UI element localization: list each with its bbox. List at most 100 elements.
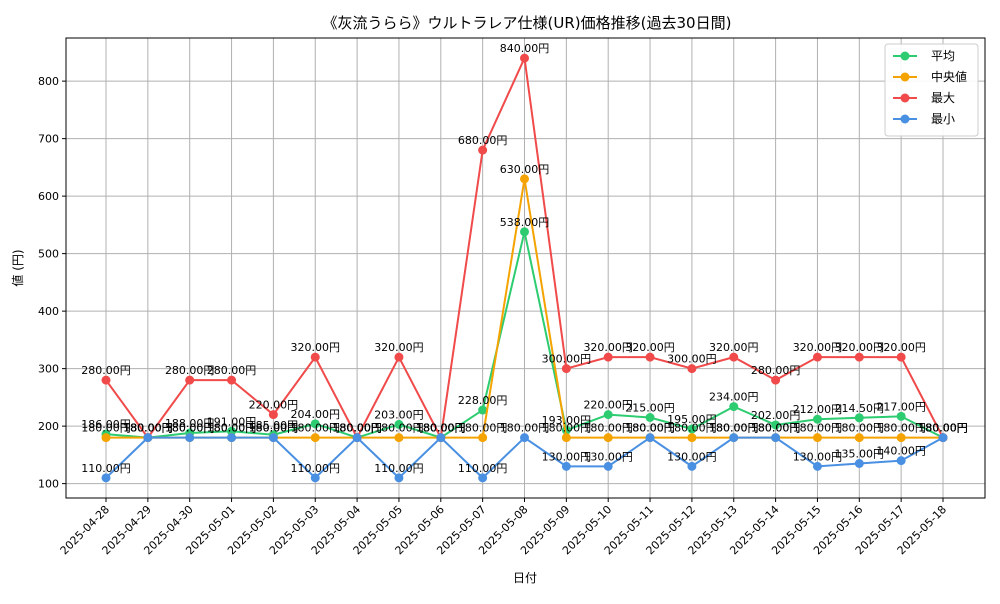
data-point [896, 411, 906, 421]
data-label: 186.00円 [81, 418, 131, 431]
y-tick-label: 200 [38, 420, 59, 433]
data-label: 320.00円 [291, 341, 341, 354]
data-point [101, 433, 111, 443]
data-point [938, 433, 948, 443]
legend-label: 中央値 [931, 69, 967, 84]
data-point [478, 473, 488, 483]
data-label: 320.00円 [625, 341, 675, 354]
data-point [603, 352, 613, 362]
data-point [771, 420, 781, 430]
data-label: 320.00円 [709, 341, 759, 354]
data-point [771, 375, 781, 385]
y-axis-label: 値 (円) [10, 249, 25, 286]
data-label: 180.00円 [542, 422, 592, 435]
data-label: 188.00円 [165, 417, 215, 430]
legend-label: 最小 [931, 112, 955, 126]
data-label: 630.00円 [500, 163, 550, 176]
data-label: 228.00円 [458, 394, 508, 407]
data-point [603, 433, 613, 443]
data-label: 180.00円 [207, 422, 257, 435]
data-label: 180.00円 [416, 422, 466, 435]
data-label: 280.00円 [81, 364, 131, 377]
data-label: 180.00円 [583, 422, 633, 435]
data-label: 130.00円 [667, 450, 717, 463]
data-label: 180.00円 [918, 422, 968, 435]
data-labels: 186.00円180.00円188.00円191.00円185.00円204.0… [81, 42, 968, 475]
legend-label: 平均 [931, 49, 955, 63]
data-label: 220.00円 [249, 399, 299, 412]
data-point [310, 419, 320, 429]
data-label: 180.00円 [332, 422, 382, 435]
data-point [729, 433, 739, 443]
data-label: 110.00円 [374, 462, 424, 475]
data-point [561, 461, 571, 471]
data-label: 180.00円 [416, 422, 466, 435]
data-label: 180.00円 [751, 422, 801, 435]
data-point [561, 364, 571, 374]
data-label: 180.00円 [123, 422, 173, 435]
data-label: 180.00円 [458, 422, 508, 435]
data-point [394, 352, 404, 362]
data-point [227, 433, 237, 443]
data-label: 130.00円 [542, 450, 592, 463]
data-label: 680.00円 [458, 134, 508, 147]
data-point [854, 433, 864, 443]
data-point [101, 473, 111, 483]
data-point [854, 352, 864, 362]
data-label: 180.00円 [165, 422, 215, 435]
data-point [185, 375, 195, 385]
data-point [310, 473, 320, 483]
data-label: 180.00円 [249, 422, 299, 435]
data-label: 180.00円 [416, 422, 466, 435]
data-point [645, 433, 655, 443]
legend-marker [900, 114, 910, 124]
data-point [268, 433, 278, 443]
data-label: 214.50円 [835, 402, 885, 415]
series-3 [101, 433, 948, 483]
data-point [394, 433, 404, 443]
data-point [603, 410, 613, 420]
data-label: 215.00円 [625, 402, 675, 415]
data-label: 320.00円 [374, 341, 424, 354]
data-label: 320.00円 [835, 341, 885, 354]
data-label: 110.00円 [458, 462, 508, 475]
data-label: 180.00円 [165, 422, 215, 435]
data-label: 204.00円 [291, 408, 341, 421]
data-point [812, 352, 822, 362]
data-point [520, 53, 529, 63]
legend-marker [900, 72, 910, 82]
data-point [687, 433, 697, 443]
data-label: 185.00円 [249, 419, 299, 432]
data-label: 180.00円 [500, 422, 550, 435]
data-point [478, 405, 488, 415]
data-point [268, 410, 278, 420]
data-point [101, 375, 111, 385]
data-label: 180.00円 [332, 422, 382, 435]
data-label: 180.00円 [207, 422, 257, 435]
data-label: 212.00円 [793, 403, 843, 416]
data-label: 180.00円 [374, 422, 424, 435]
data-label: 220.00円 [583, 399, 633, 412]
data-point [394, 473, 404, 483]
data-point [687, 461, 697, 471]
data-point [478, 433, 488, 443]
data-label: 140.00円 [876, 445, 926, 458]
data-label: 300.00円 [667, 353, 717, 366]
data-label: 180.00円 [81, 422, 131, 435]
data-label: 110.00円 [291, 462, 341, 475]
data-point [812, 414, 822, 424]
data-label: 840.00円 [500, 42, 550, 55]
data-label: 180.00円 [625, 422, 675, 435]
data-label: 180.00円 [709, 422, 759, 435]
data-label: 280.00円 [751, 364, 801, 377]
data-label: 191.00円 [207, 415, 257, 428]
data-point [394, 419, 404, 429]
data-label: 180.00円 [918, 422, 968, 435]
data-point [687, 364, 697, 374]
y-tick-label: 100 [38, 478, 59, 491]
legend-label: 最大 [931, 91, 955, 105]
data-label: 193.00円 [542, 414, 592, 427]
data-point [896, 456, 906, 466]
